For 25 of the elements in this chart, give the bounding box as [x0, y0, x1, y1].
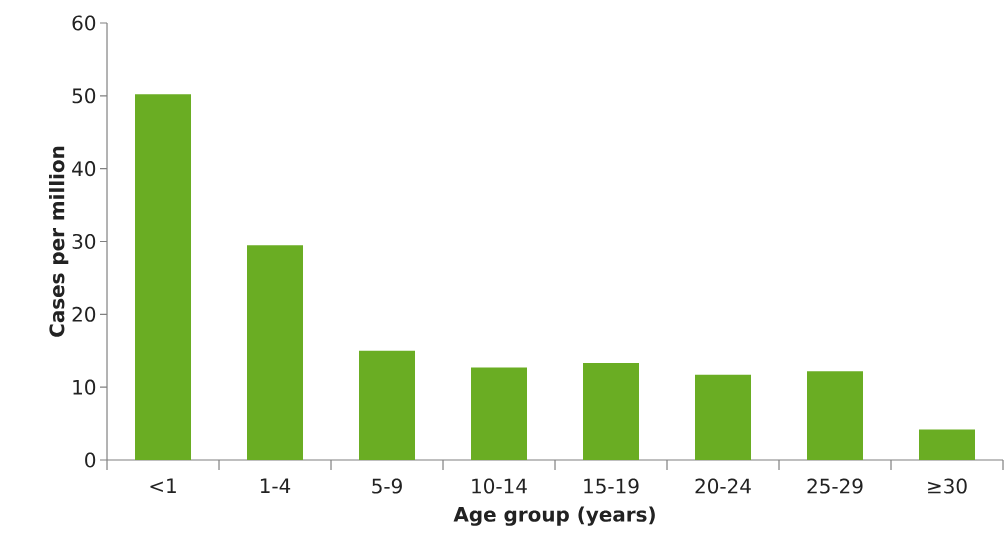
- x-tick-label: 10-14: [472, 478, 527, 494]
- y-tick-label: 60: [72, 15, 96, 31]
- y-axis-title: Cases per million: [49, 146, 69, 337]
- x-tick-label: 15-19: [584, 478, 639, 494]
- bar: [359, 350, 416, 460]
- x-axis-title: Age group (years): [453, 506, 655, 526]
- x-tick-label: 5-9: [372, 478, 402, 494]
- y-tick-label: 40: [72, 161, 96, 177]
- bar: [695, 374, 752, 460]
- bar: [583, 363, 640, 460]
- x-tick-label: 25-29: [807, 478, 863, 494]
- bar: [919, 429, 975, 460]
- bar: [247, 245, 304, 460]
- x-tick-label: 1-4: [260, 478, 291, 494]
- x-tick-label: ≥30: [928, 478, 967, 494]
- bar: [135, 94, 192, 460]
- x-tick-label: <1: [150, 478, 176, 494]
- y-tick-label: 10: [73, 379, 96, 395]
- bar: [807, 371, 864, 460]
- y-tick-label: 0: [85, 452, 96, 468]
- x-tick-label: 20-24: [695, 478, 751, 494]
- y-tick-label: 30: [72, 233, 96, 250]
- y-tick-label: 20: [72, 306, 96, 322]
- y-tick-label: 50: [72, 88, 96, 104]
- bar: [471, 367, 528, 460]
